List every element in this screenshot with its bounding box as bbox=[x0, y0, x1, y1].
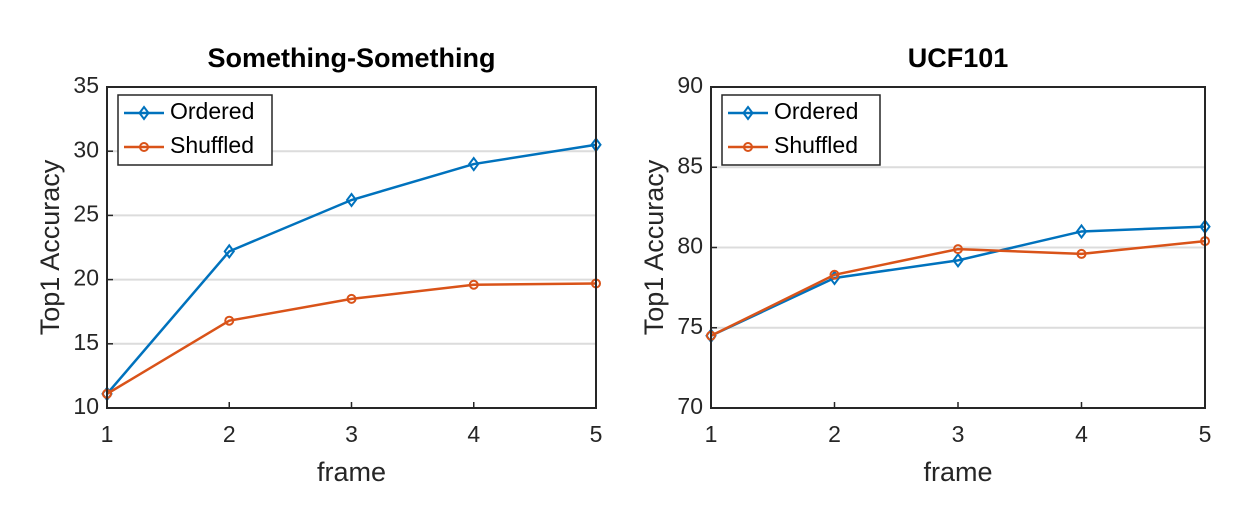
y-tick-label: 90 bbox=[677, 72, 703, 98]
data-point bbox=[1076, 248, 1087, 259]
legend: Ordered Shuffled bbox=[721, 94, 881, 166]
data-point bbox=[1075, 223, 1088, 240]
x-axis-label: frame bbox=[317, 457, 386, 487]
data-point bbox=[829, 269, 840, 280]
y-tick-label: 70 bbox=[677, 393, 703, 419]
data-line bbox=[710, 239, 1206, 337]
y-tick-label: 25 bbox=[73, 200, 99, 226]
x-axis-label: frame bbox=[923, 457, 992, 487]
data-point bbox=[345, 192, 358, 208]
data-point bbox=[468, 279, 479, 290]
data-point bbox=[346, 293, 357, 304]
plot-frame bbox=[106, 86, 597, 409]
x-tick-label: 4 bbox=[467, 421, 480, 447]
x-tick-label: 5 bbox=[590, 421, 603, 447]
y-tick-label: 30 bbox=[73, 136, 99, 162]
legend-label: Shuffled bbox=[774, 132, 858, 158]
legend-marker bbox=[139, 142, 149, 152]
data-line bbox=[106, 282, 597, 395]
x-tick-label: 5 bbox=[1199, 421, 1212, 447]
y-tick-label: 85 bbox=[677, 152, 703, 178]
x-tick-label: 2 bbox=[223, 421, 236, 447]
legend-label: Ordered bbox=[774, 98, 858, 124]
legend-marker bbox=[138, 105, 150, 121]
x-tick-label: 3 bbox=[952, 421, 965, 447]
legend: Ordered Shuffled bbox=[117, 94, 273, 166]
x-tick-label: 3 bbox=[345, 421, 358, 447]
chart-title: Something-Something bbox=[208, 43, 496, 73]
data-line bbox=[710, 225, 1206, 337]
plot-frame bbox=[710, 86, 1206, 409]
data-point bbox=[468, 156, 480, 172]
x-tick-label: 1 bbox=[705, 421, 718, 447]
legend-marker bbox=[742, 105, 754, 121]
y-tick-label: 80 bbox=[677, 233, 703, 259]
y-tick-label: 20 bbox=[73, 265, 99, 291]
y-tick-label: 75 bbox=[677, 313, 703, 339]
y-tick-label: 15 bbox=[73, 329, 99, 355]
x-tick-label: 2 bbox=[828, 421, 841, 447]
data-point bbox=[224, 315, 235, 326]
y-axis-label: Top1 Accuracy bbox=[35, 159, 65, 335]
chart-title: UCF101 bbox=[908, 43, 1009, 73]
data-point bbox=[223, 243, 235, 260]
x-tick-label: 4 bbox=[1075, 421, 1088, 447]
y-tick-label: 35 bbox=[73, 72, 99, 98]
y-tick-label: 10 bbox=[73, 393, 99, 419]
x-tick-label: 1 bbox=[101, 421, 114, 447]
legend-label: Ordered bbox=[170, 98, 254, 124]
y-axis-label: Top1 Accuracy bbox=[639, 159, 669, 335]
legend-marker bbox=[743, 142, 753, 152]
legend-label: Shuffled bbox=[170, 132, 254, 158]
data-point bbox=[952, 252, 964, 269]
data-point bbox=[953, 244, 963, 255]
data-line bbox=[106, 143, 597, 395]
